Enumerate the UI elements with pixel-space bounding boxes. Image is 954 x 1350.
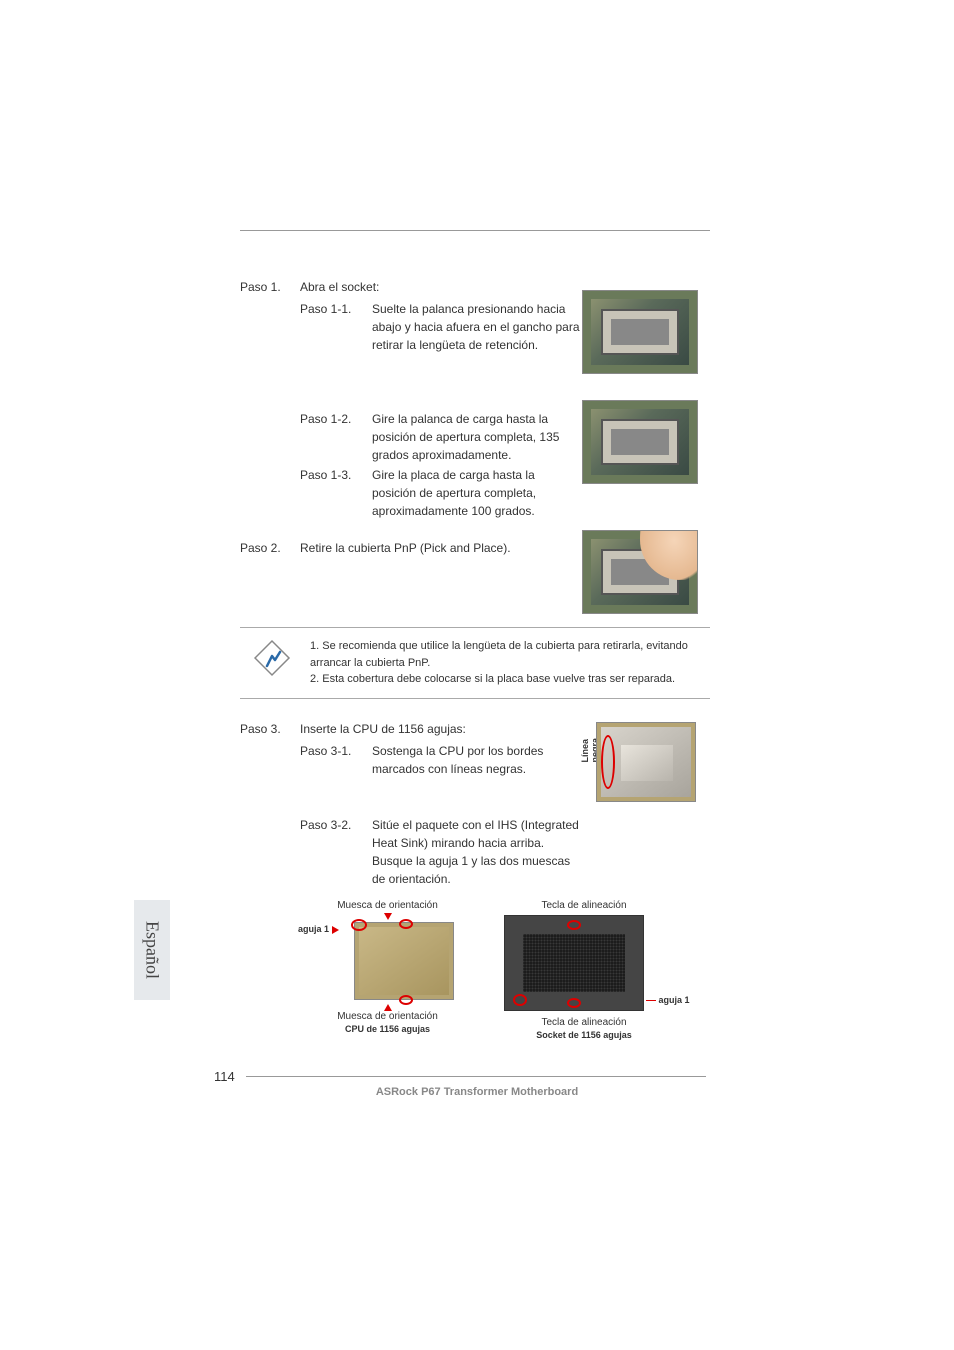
tecla-bottom: Tecla de alineación <box>504 1017 664 1028</box>
step1-block: Paso 1. Abra el socket: Paso 1-1. Suelte… <box>240 278 580 356</box>
step2-text: Retire la cubierta PnP (Pick and Place). <box>300 539 580 557</box>
step3-1-text: Sostenga la CPU por los bordes marcados … <box>372 742 580 778</box>
aguja1-right: aguja 1 <box>646 995 690 1005</box>
page-number: 114 <box>214 1069 235 1084</box>
muesca-top: Muesca de orientación <box>310 900 465 911</box>
tecla-top: Tecla de alineación <box>504 900 664 911</box>
photo-remove-cover <box>582 530 698 614</box>
bottom-rule <box>246 1076 706 1077</box>
muesca-bottom: Muesca de orientación <box>310 1011 465 1022</box>
step1-3-label: Paso 1-3. <box>300 466 372 520</box>
step1-2-label: Paso 1-2. <box>300 410 372 464</box>
step3-text: Inserte la CPU de 1156 agujas: <box>300 720 580 738</box>
note-1: 1. Se recomienda que utilice la lengüeta… <box>310 638 690 671</box>
step1-1-text: Suelte la palanca presionando hacia abaj… <box>372 300 580 354</box>
step1-2-text: Gire la palanca de carga hasta la posici… <box>372 410 580 464</box>
step1-text: Abra el socket: <box>300 278 580 296</box>
step1-3-text: Gire la placa de carga hasta la posición… <box>372 466 580 520</box>
step2-block: Paso 2. Retire la cubierta PnP (Pick and… <box>240 539 580 561</box>
note-box: 1. Se recomienda que utilice la lengüeta… <box>240 627 710 699</box>
photo-socket-open <box>582 400 698 484</box>
photo-socket-closed <box>582 290 698 374</box>
step2-label: Paso 2. <box>240 539 300 557</box>
step3-block: Paso 3. Inserte la CPU de 1156 agujas: P… <box>240 720 580 780</box>
step3-label: Paso 3. <box>240 720 300 738</box>
socket-figure: Tecla de alineación aguja 1 Tecla de ali… <box>490 900 710 1040</box>
cpu-caption: CPU de 1156 agujas <box>310 1024 465 1034</box>
step1-2-block: Paso 1-2. Gire la palanca de carga hasta… <box>300 410 580 522</box>
socket-caption: Socket de 1156 agujas <box>504 1030 664 1040</box>
language-tab: Español <box>134 900 170 1000</box>
step1-label: Paso 1. <box>240 278 300 296</box>
step3-1-label: Paso 3-1. <box>300 742 372 778</box>
top-rule <box>240 230 710 231</box>
aguja1-left: aguja 1 <box>298 924 339 934</box>
warning-icon <box>252 638 292 678</box>
language-label: Español <box>142 921 163 979</box>
step3-2-label: Paso 3-2. <box>300 816 372 888</box>
note-2: 2. Esta cobertura debe colocarse si la p… <box>310 671 690 688</box>
step1-1-label: Paso 1-1. <box>300 300 372 354</box>
footer-text: ASRock P67 Transformer Motherboard <box>0 1086 954 1098</box>
step3-2-block: Paso 3-2. Sitúe el paquete con el IHS (I… <box>300 816 580 890</box>
cpu-bottom-figure: Muesca de orientación aguja 1 Muesca de … <box>310 900 465 1034</box>
step3-2-text: Sitúe el paquete con el IHS (Integrated … <box>372 816 580 888</box>
